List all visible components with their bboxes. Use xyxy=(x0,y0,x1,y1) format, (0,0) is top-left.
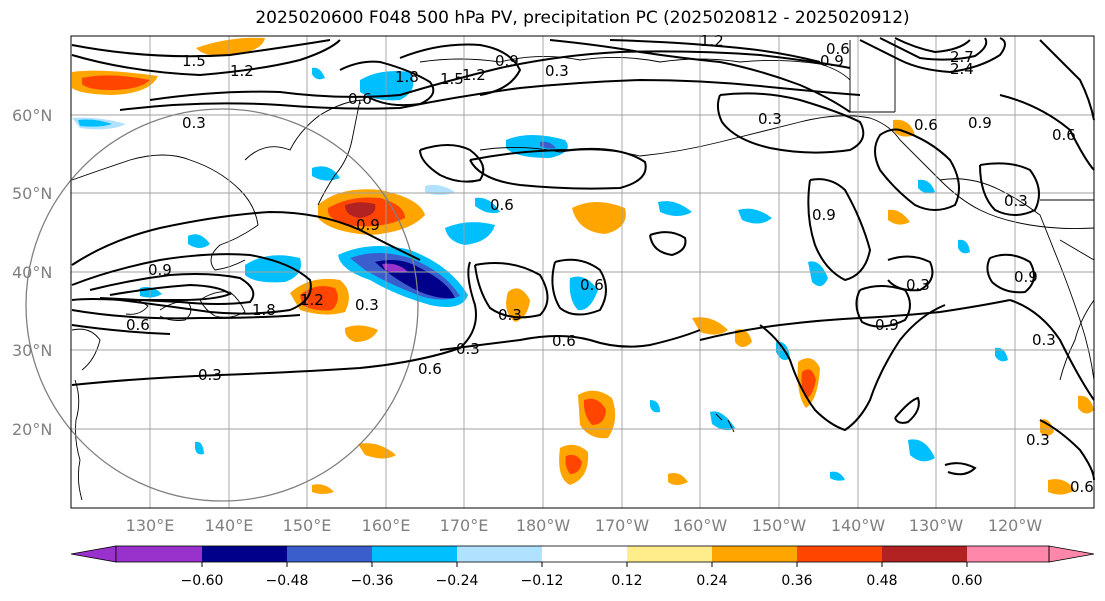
contour-label: 0.3 xyxy=(355,296,379,314)
contour-label: 0.3 xyxy=(758,110,782,128)
colorbar-segment xyxy=(457,546,542,562)
lon-label: 170°E xyxy=(440,516,489,535)
lon-label: 160°W xyxy=(673,516,728,535)
colorbar-segment xyxy=(967,546,1049,562)
lat-label: 30°N xyxy=(12,341,52,360)
lon-label: 140°W xyxy=(831,516,886,535)
pv-contours xyxy=(71,37,1095,481)
colorbar-segment xyxy=(202,546,287,562)
contour-label: 0.9 xyxy=(968,114,992,132)
lon-label: 120°W xyxy=(988,516,1043,535)
contour-label: 0.3 xyxy=(1004,192,1028,210)
contour-label: 0.6 xyxy=(418,360,442,378)
lat-label: 20°N xyxy=(12,420,52,439)
colorbar-extend-low xyxy=(70,545,117,563)
contour-label: 0.3 xyxy=(456,340,480,358)
contour-label: 0.6 xyxy=(1070,478,1094,496)
lon-label: 150°W xyxy=(752,516,807,535)
lon-label: 160°E xyxy=(362,516,411,535)
contour-label: 0.9 xyxy=(148,261,172,279)
colorbar-tick-label: 0.12 xyxy=(611,573,642,589)
contour-label: 0.6 xyxy=(552,332,576,350)
contour-label: 1.5 xyxy=(182,52,206,70)
colorbar-segment xyxy=(287,546,372,562)
contour-label: 0.3 xyxy=(198,366,222,384)
contour-label: 0.6 xyxy=(580,276,604,294)
lon-label: 140°E xyxy=(205,516,254,535)
latitude-axis: 60°N 50°N 40°N 30°N 20°N xyxy=(12,106,52,439)
colorbar-tick-label: −0.48 xyxy=(266,573,309,589)
contour-label: 1.2 xyxy=(300,291,324,309)
colorbar-segment xyxy=(542,546,627,562)
contour-label: 0.3 xyxy=(498,306,522,324)
contour-label: 2.7 xyxy=(950,48,974,66)
contour-label: 0.6 xyxy=(126,316,150,334)
lon-label: 170°W xyxy=(595,516,650,535)
map-plot-area: 1.5 1.2 1.8 1.5 1.2 0.9 0.3 0.6 0.6 0.3 … xyxy=(25,32,1095,509)
contour-label: 0.3 xyxy=(1032,331,1056,349)
colorbar-segment xyxy=(627,546,712,562)
precip-negative-anomalies xyxy=(72,67,1008,481)
colorbar-extend-high xyxy=(1048,545,1095,563)
colorbar-tick-label: −0.24 xyxy=(436,573,479,589)
range-circle xyxy=(25,108,419,502)
contour-label: 0.9 xyxy=(875,316,899,334)
contour-label: 0.3 xyxy=(545,62,569,80)
colorbar-segment xyxy=(882,546,967,562)
colorbar-tick-label: −0.12 xyxy=(521,573,564,589)
contour-label: 0.6 xyxy=(1052,126,1076,144)
contour-label: 0.9 xyxy=(495,52,519,70)
contour-label: 2.4 xyxy=(950,60,974,78)
map-title: 2025020600 F048 500 hPa PV, precipitatio… xyxy=(255,8,910,28)
contour-label: 1.8 xyxy=(252,301,276,319)
lat-label: 50°N xyxy=(12,184,52,203)
pv-contour-labels: 1.5 1.2 1.8 1.5 1.2 0.9 0.3 0.6 0.6 0.3 … xyxy=(126,32,1094,496)
colorbar-segment xyxy=(116,546,202,562)
contour-label: 0.6 xyxy=(490,196,514,214)
colorbar-tick-label: −0.60 xyxy=(181,573,224,589)
contour-label: 0.9 xyxy=(356,216,380,234)
lon-label: 150°E xyxy=(283,516,332,535)
colorbar-segment xyxy=(797,546,882,562)
map-border xyxy=(70,35,1095,509)
contour-label: 1.2 xyxy=(462,66,486,84)
lon-label: 130°W xyxy=(909,516,964,535)
contour-label: 1.2 xyxy=(230,62,254,80)
lat-label: 60°N xyxy=(12,106,52,125)
contour-label: 0.6 xyxy=(348,90,372,108)
longitude-axis: 130°E 140°E 150°E 160°E 170°E 180°W 170°… xyxy=(126,516,1043,535)
contour-label: 0.9 xyxy=(812,206,836,224)
colorbar-tick-label: 0.60 xyxy=(951,573,982,589)
contour-label: 0.3 xyxy=(906,276,930,294)
lat-label: 40°N xyxy=(12,263,52,282)
colorbar-segment xyxy=(712,546,797,562)
colorbar-tick-label: 0.24 xyxy=(696,573,727,589)
contour-label: 1.2 xyxy=(700,32,724,50)
contour-label: 0.3 xyxy=(182,114,206,132)
contour-label: 0.9 xyxy=(820,52,844,70)
contour-label: 1.8 xyxy=(395,68,419,86)
contour-label: 0.3 xyxy=(1026,431,1050,449)
contour-label: 0.6 xyxy=(914,116,938,134)
colorbar: −0.60 −0.48 −0.36 −0.24 −0.12 0.12 0.24 … xyxy=(70,545,1095,589)
contour-label: 0.9 xyxy=(1014,268,1038,286)
colorbar-tick-label: −0.36 xyxy=(351,573,394,589)
colorbar-segment xyxy=(372,546,457,562)
lon-label: 130°E xyxy=(126,516,175,535)
contour-label: 1.5 xyxy=(440,70,464,88)
colorbar-tick-label: 0.36 xyxy=(781,573,812,589)
colorbar-tick-label: 0.48 xyxy=(866,573,897,589)
contour-label: 0.6 xyxy=(826,40,850,58)
colorbar-ticks: −0.60 −0.48 −0.36 −0.24 −0.12 0.12 0.24 … xyxy=(181,562,983,589)
lon-label: 180°W xyxy=(516,516,571,535)
graticule xyxy=(71,36,1094,508)
